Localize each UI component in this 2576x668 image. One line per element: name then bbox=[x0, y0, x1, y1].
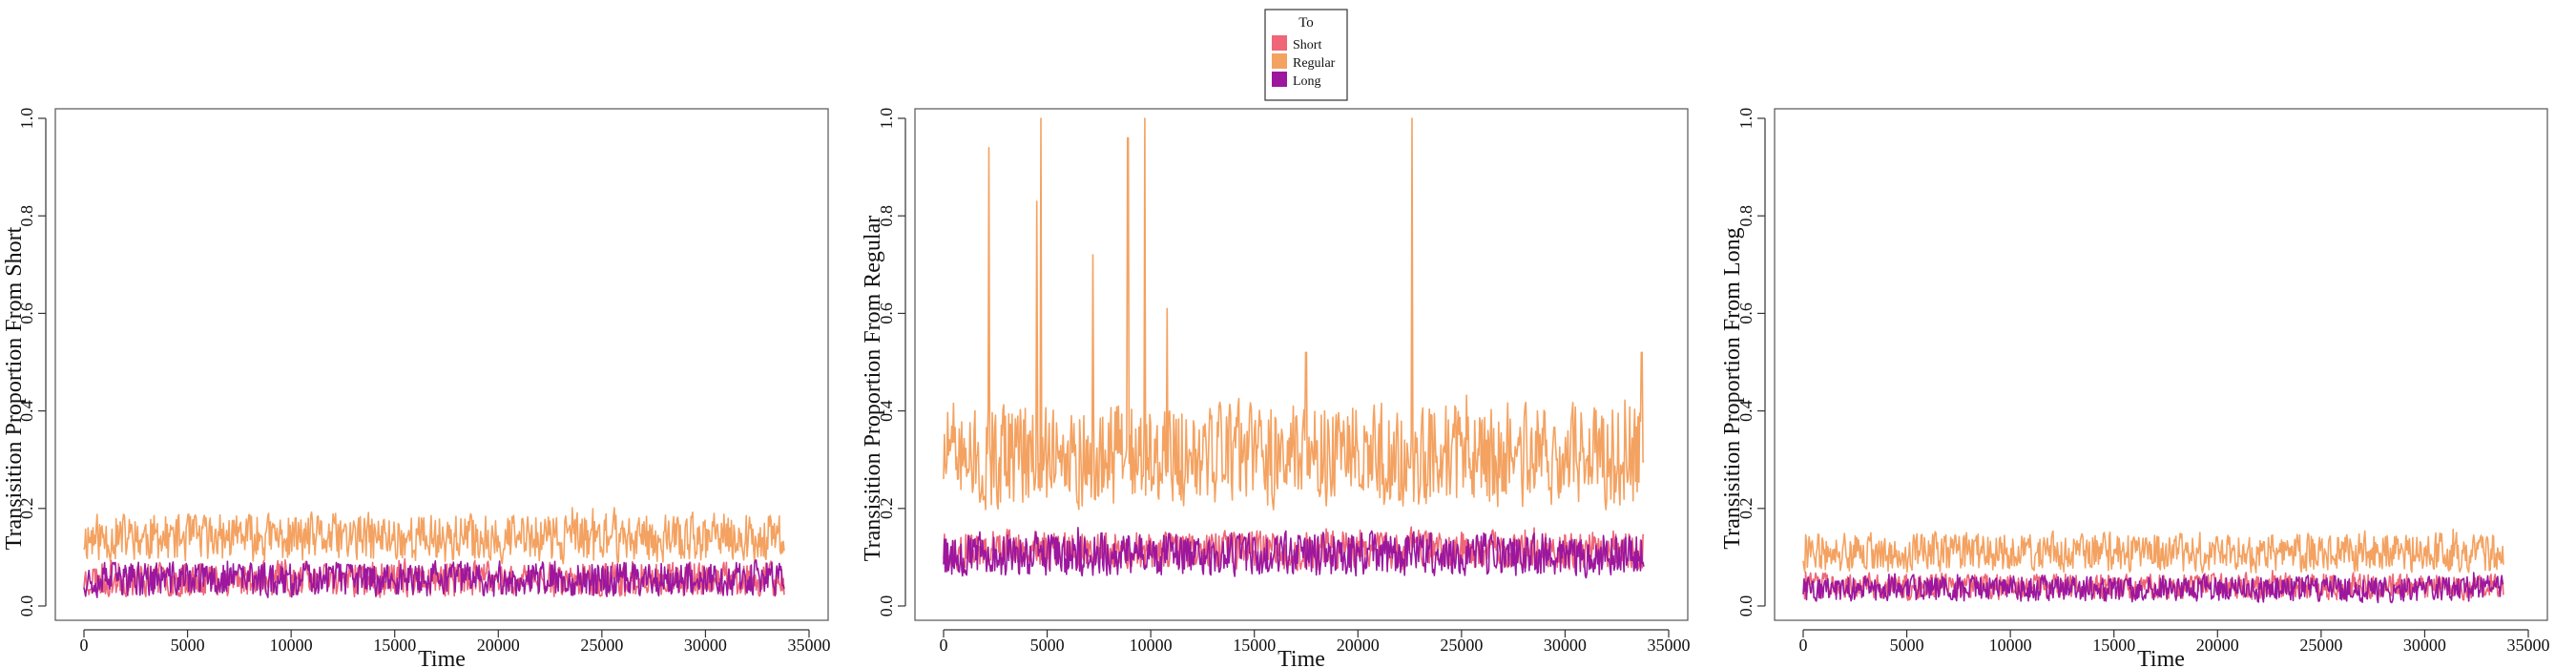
x-tick-label: 10000 bbox=[1130, 636, 1173, 655]
x-tick-label: 10000 bbox=[270, 636, 313, 655]
x-tick-label: 0 bbox=[80, 636, 89, 655]
y-tick-label: 0.4 bbox=[17, 400, 36, 422]
x-tick-label: 25000 bbox=[1440, 636, 1483, 655]
legend-label-short: Short bbox=[1293, 38, 1321, 52]
chart-panel-from-long: 0 5000 10000 15000 20000 25000 30000 35000Time0… bbox=[1720, 108, 2550, 668]
legend-label-long: Long bbox=[1293, 74, 1321, 89]
series-line-regular bbox=[943, 117, 1645, 511]
plot-frame bbox=[54, 108, 829, 621]
y-tick-label: 0.2 bbox=[17, 498, 36, 520]
y-tick-label: 0.0 bbox=[1736, 595, 1755, 617]
series-line-long bbox=[1802, 572, 2504, 604]
y-tick-label: 1.0 bbox=[1736, 108, 1755, 130]
y-axis: 0.0 0.2 0.4 0.6 0.8 1.0 bbox=[1736, 108, 1766, 617]
series-line-regular bbox=[83, 507, 785, 565]
x-tick-label: 35000 bbox=[1648, 636, 1691, 655]
x-tick-label: 35000 bbox=[2507, 636, 2550, 655]
plot-frame bbox=[1774, 108, 2548, 621]
plot-frame bbox=[914, 108, 1689, 621]
x-axis-label: Time bbox=[418, 647, 466, 668]
y-tick-label: 0.4 bbox=[1736, 400, 1755, 422]
legend-swatch-regular bbox=[1272, 53, 1287, 69]
x-axis-label: Time bbox=[1278, 647, 1325, 668]
x-tick-label: 25000 bbox=[2299, 636, 2342, 655]
y-axis: 0.0 0.2 0.4 0.6 0.8 1.0 bbox=[877, 108, 906, 617]
y-tick-label: 0.6 bbox=[877, 303, 896, 324]
x-tick-label: 20000 bbox=[1337, 636, 1380, 655]
chart-panel-from-short: 0 5000 10000 15000 20000 25000 30000 35000Time0… bbox=[2, 108, 831, 668]
x-tick-label: 0 bbox=[940, 636, 948, 655]
x-tick-label: 35000 bbox=[788, 636, 831, 655]
x-tick-label: 0 bbox=[1799, 636, 1808, 655]
y-tick-label: 0.2 bbox=[877, 498, 896, 520]
legend-swatch-short bbox=[1272, 35, 1287, 51]
x-tick-label: 5000 bbox=[1030, 636, 1065, 655]
x-tick-label: 30000 bbox=[2403, 636, 2446, 655]
x-tick-label: 5000 bbox=[171, 636, 205, 655]
y-tick-label: 1.0 bbox=[877, 108, 896, 130]
y-tick-label: 0.2 bbox=[1736, 498, 1755, 520]
y-axis-label: Transisition Proportion From Long bbox=[1720, 227, 1745, 549]
y-tick-label: 0.6 bbox=[17, 303, 36, 324]
y-tick-label: 0.4 bbox=[877, 400, 896, 422]
series-line-regular bbox=[1802, 528, 2504, 574]
y-axis-label: Transisition Proportion From Regular bbox=[861, 216, 885, 561]
y-axis: 0.0 0.2 0.4 0.6 0.8 1.0 bbox=[17, 108, 47, 617]
legend-swatch-long bbox=[1272, 72, 1287, 87]
x-tick-label: 25000 bbox=[580, 636, 623, 655]
x-tick-label: 10000 bbox=[1989, 636, 2032, 655]
x-tick-label: 20000 bbox=[2196, 636, 2239, 655]
x-tick-label: 30000 bbox=[1544, 636, 1587, 655]
series-line-long bbox=[943, 527, 1645, 579]
y-tick-label: 0.8 bbox=[877, 205, 896, 227]
x-axis: 0 5000 10000 15000 20000 25000 30000 35000 bbox=[1799, 629, 2550, 655]
legend: To Short Regular Long bbox=[1264, 9, 1348, 101]
y-tick-label: 0.6 bbox=[1736, 303, 1755, 324]
x-axis: 0 5000 10000 15000 20000 25000 30000 35000 bbox=[80, 629, 831, 655]
x-tick-label: 5000 bbox=[1890, 636, 1924, 655]
legend-label-regular: Regular bbox=[1293, 56, 1336, 71]
y-tick-label: 0.8 bbox=[17, 205, 36, 227]
x-tick-label: 15000 bbox=[2092, 636, 2135, 655]
legend-title: To bbox=[1298, 15, 1314, 31]
chart-panel-from-regular: 0 5000 10000 15000 20000 25000 30000 35000Time0… bbox=[861, 108, 1691, 668]
series-line-long bbox=[83, 559, 785, 598]
x-tick-label: 30000 bbox=[684, 636, 727, 655]
x-axis: 0 5000 10000 15000 20000 25000 30000 35000 bbox=[940, 629, 1691, 655]
x-axis-label: Time bbox=[2137, 647, 2185, 668]
x-tick-label: 15000 bbox=[373, 636, 416, 655]
x-tick-label: 20000 bbox=[477, 636, 520, 655]
y-tick-label: 0.0 bbox=[877, 595, 896, 617]
x-tick-label: 15000 bbox=[1233, 636, 1276, 655]
y-tick-label: 1.0 bbox=[17, 108, 36, 130]
y-axis-label: Transisition Proportion From Short bbox=[2, 226, 27, 550]
y-tick-label: 0.8 bbox=[1736, 205, 1755, 227]
y-tick-label: 0.0 bbox=[17, 595, 36, 617]
